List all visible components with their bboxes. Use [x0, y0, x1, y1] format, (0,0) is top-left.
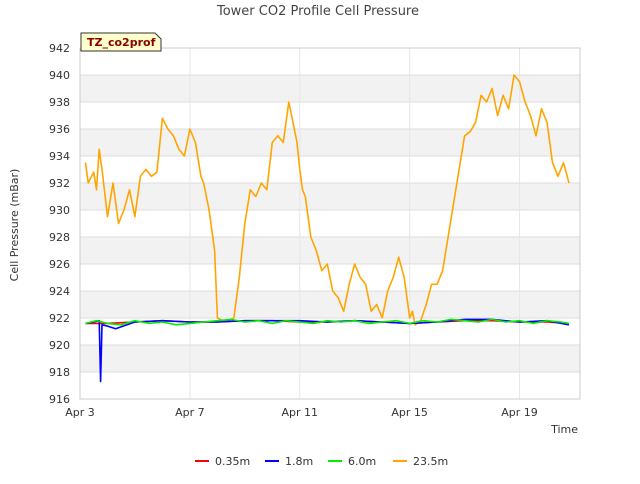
y-tick-label: 928	[49, 231, 70, 244]
y-tick-label: 940	[49, 69, 70, 82]
series-line	[84, 74, 570, 326]
series-line	[85, 318, 570, 326]
x-tick-label: Apr 3	[65, 406, 95, 419]
y-tick-label: 924	[49, 285, 70, 298]
grid-bands	[80, 75, 580, 372]
grid-band	[80, 183, 580, 210]
y-tick-label: 930	[49, 204, 70, 217]
badge: TZ_co2prof	[80, 32, 162, 52]
y-axis-label: Cell Pressure (mBar)	[8, 169, 21, 282]
y-tick-label: 922	[49, 312, 70, 325]
legend-label: 6.0m	[348, 455, 376, 468]
x-tick-label: Apr 7	[175, 406, 205, 419]
x-axis: Apr 3 Apr 7 Apr 11 Apr 15 Apr 19	[65, 406, 538, 419]
grid-band	[80, 291, 580, 318]
legend-label: 23.5m	[413, 455, 448, 468]
plot-frame	[79, 47, 581, 400]
grid-band	[80, 75, 580, 102]
y-tick-label: 934	[49, 150, 70, 163]
grid-band	[80, 129, 580, 156]
legend-label: 1.8m	[285, 455, 313, 468]
x-tick-label: Apr 15	[391, 406, 428, 419]
grid-band	[80, 237, 580, 264]
badge-label: TZ_co2prof	[87, 36, 156, 49]
y-tick-label: 936	[49, 123, 70, 136]
series-layer	[84, 74, 570, 383]
y-tick-label: 920	[49, 339, 70, 352]
y-axis: 916 918 920 922 924 926 928 930 932 934 936 938 940 9…	[49, 42, 70, 406]
y-tick-label: 938	[49, 96, 70, 109]
legend: 0.35m 1.8m 6.0m 23.5m	[195, 455, 448, 468]
badge-box	[80, 32, 162, 52]
x-axis-label: Time	[550, 423, 578, 436]
y-tick-label: 932	[49, 177, 70, 190]
grid-band	[80, 345, 580, 372]
x-gridlines	[79, 48, 521, 399]
legend-label: 0.35m	[215, 455, 250, 468]
y-tick-label: 942	[49, 42, 70, 55]
y-tick-label: 916	[49, 393, 70, 406]
y-tick-label: 918	[49, 366, 70, 379]
x-tick-label: Apr 19	[501, 406, 538, 419]
y-tick-label: 926	[49, 258, 70, 271]
chart-title: Tower CO2 Profile Cell Pressure	[216, 4, 419, 19]
x-tick-label: Apr 11	[282, 406, 319, 419]
